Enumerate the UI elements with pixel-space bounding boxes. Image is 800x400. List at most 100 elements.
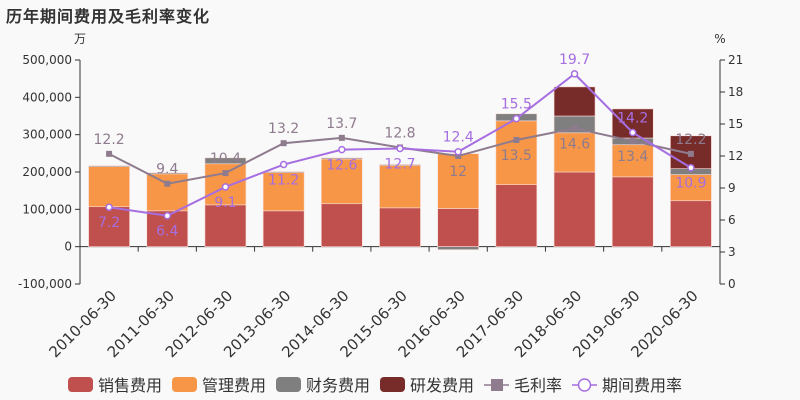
point-毛利率 — [687, 150, 694, 157]
left-unit: 万 — [74, 32, 86, 46]
data-label-期间费用率: 9.1 — [214, 195, 236, 211]
bar-销售费用 — [379, 207, 421, 247]
point-毛利率 — [280, 140, 287, 147]
data-label-毛利率: 13.2 — [268, 121, 299, 137]
point-期间费用率 — [628, 128, 637, 137]
data-label-期间费用率: 11.2 — [268, 173, 299, 189]
bar-管理费用 — [553, 132, 596, 173]
point-毛利率 — [513, 137, 520, 143]
data-label-毛利率: 10.4 — [210, 151, 241, 167]
bar-管理费用 — [321, 158, 363, 205]
y-tick-label: 400,000 — [22, 90, 72, 104]
data-label-期间费用率: 15.5 — [501, 97, 532, 113]
data-label-期间费用率: 7.2 — [98, 215, 120, 231]
bar-研发费用 — [553, 86, 596, 117]
y2-tick-label: 0 — [728, 277, 736, 291]
y-tick-label: 200,000 — [22, 165, 72, 179]
data-label-期间费用率: 6.4 — [156, 224, 178, 240]
data-label-毛利率: 9.4 — [156, 162, 178, 178]
y2-tick-label: 21 — [728, 53, 743, 67]
data-label-毛利率: 13.7 — [326, 116, 357, 132]
bar-财务费用 — [321, 157, 363, 160]
data-label-毛利率: 12.8 — [384, 125, 415, 141]
bar-管理费用 — [670, 174, 712, 202]
bar-销售费用 — [204, 204, 247, 247]
y2-tick-label: 6 — [728, 213, 736, 227]
data-label-期间费用率: 10.9 — [675, 176, 706, 192]
bar-销售费用 — [670, 200, 712, 247]
legend-marker — [491, 379, 503, 391]
bar-财务费用 — [204, 157, 247, 165]
data-label-毛利率: 12.2 — [94, 132, 125, 148]
bar-财务费用 — [437, 246, 479, 250]
data-label-毛利率: 12.2 — [675, 132, 706, 148]
legend-swatch — [172, 377, 197, 392]
bar-销售费用 — [262, 210, 305, 247]
bar-销售费用 — [88, 206, 130, 247]
point-毛利率 — [164, 180, 171, 187]
data-label-期间费用率: 12.4 — [443, 130, 474, 146]
y-tick-label: -100,000 — [18, 277, 72, 291]
bar-财务费用 — [88, 165, 130, 167]
point-毛利率 — [222, 170, 229, 177]
y-tick-label: 100,000 — [22, 202, 72, 216]
point-期间费用率 — [221, 183, 230, 191]
data-label-毛利率: 14.6 — [559, 136, 590, 152]
legend-swatch — [68, 377, 93, 392]
bar-销售费用 — [495, 184, 538, 247]
point-毛利率 — [338, 134, 345, 141]
point-期间费用率 — [687, 163, 695, 172]
bar-管理费用 — [146, 173, 189, 212]
legend-label: 期间费用率 — [602, 376, 682, 395]
bar-管理费用 — [379, 164, 421, 209]
bar-管理费用 — [437, 153, 479, 209]
bar-销售费用 — [437, 208, 479, 247]
point-期间费用率 — [279, 160, 288, 169]
bar-管理费用 — [611, 144, 654, 178]
bar-管理费用 — [495, 120, 538, 185]
point-期间费用率 — [396, 144, 404, 153]
point-期间费用率 — [454, 147, 462, 156]
legend-label: 销售费用 — [98, 376, 162, 395]
y2-tick-label: 3 — [728, 245, 736, 259]
point-期间费用率 — [512, 114, 521, 123]
legend-marker — [577, 378, 592, 392]
data-label-期间费用率: 19.7 — [559, 52, 590, 68]
bar-销售费用 — [321, 203, 363, 247]
point-毛利率 — [571, 125, 578, 132]
data-label-期间费用率: 14.2 — [617, 111, 648, 127]
y-tick-label: 500,000 — [22, 53, 72, 67]
bar-销售费用 — [553, 171, 596, 247]
point-毛利率 — [106, 150, 113, 157]
data-label-期间费用率: 12.6 — [326, 158, 357, 174]
data-label-毛利率: 12 — [449, 164, 467, 180]
y2-tick-label: 18 — [728, 85, 743, 99]
legend-label: 管理费用 — [202, 376, 266, 395]
legend-label: 研发费用 — [410, 376, 474, 395]
data-label-毛利率: 13.5 — [501, 148, 532, 164]
y-tick-label: 0 — [64, 240, 72, 254]
point-期间费用率 — [570, 70, 579, 78]
bar-管理费用 — [88, 166, 130, 208]
bar-管理费用 — [262, 171, 305, 212]
y2-tick-label: 9 — [728, 181, 736, 195]
point-毛利率 — [455, 153, 462, 159]
bar-销售费用 — [611, 176, 654, 247]
point-毛利率 — [629, 138, 636, 145]
legend-swatch — [380, 377, 405, 392]
legend-label: 财务费用 — [306, 376, 370, 395]
bar-财务费用 — [379, 164, 421, 166]
right-unit: % — [714, 32, 725, 46]
data-label-毛利率: 13.4 — [617, 149, 648, 165]
point-期间费用率 — [105, 203, 113, 211]
legend-label: 毛利率 — [514, 376, 562, 395]
data-label-期间费用率: 12.7 — [384, 157, 415, 173]
point-期间费用率 — [163, 211, 172, 220]
legend-swatch — [276, 377, 301, 392]
y2-tick-label: 12 — [728, 149, 743, 163]
y-tick-label: 300,000 — [22, 128, 72, 142]
point-期间费用率 — [338, 145, 346, 154]
chart-title: 历年期间费用及毛利率变化 — [6, 7, 211, 26]
